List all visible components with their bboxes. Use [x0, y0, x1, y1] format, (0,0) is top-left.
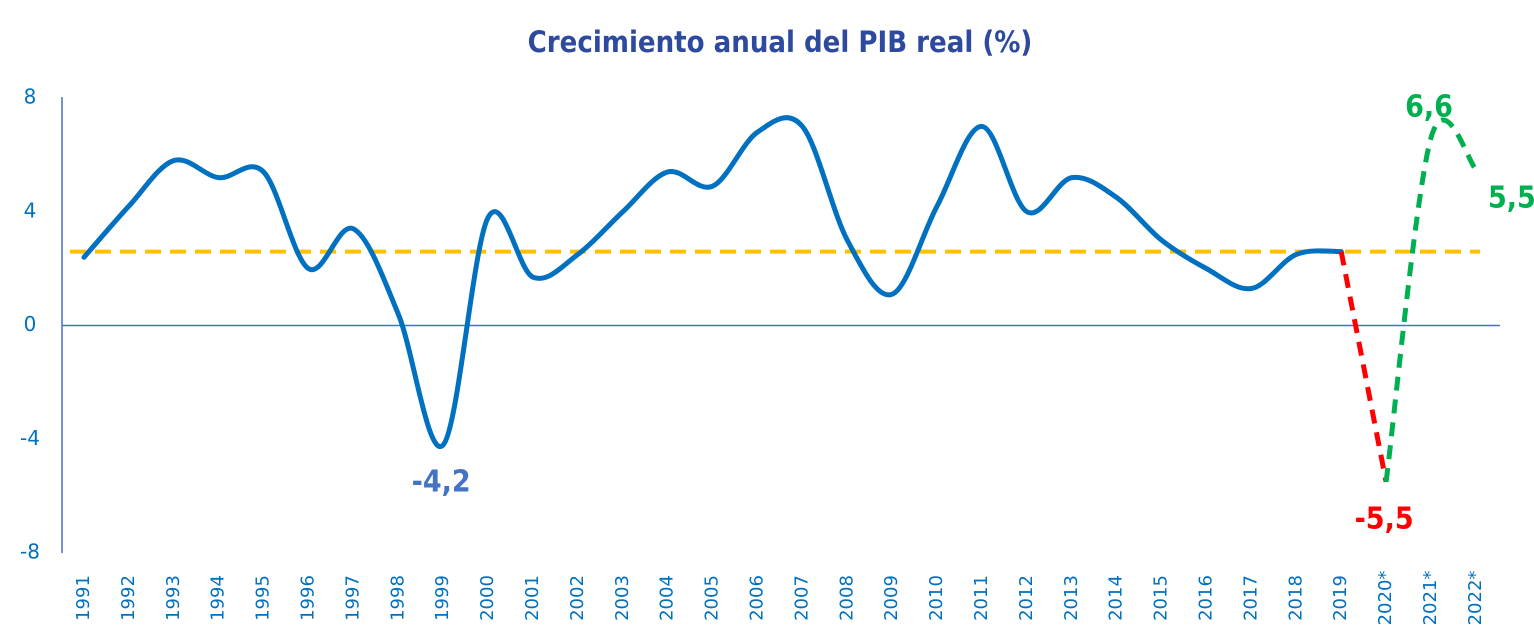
series-line [1383, 117, 1478, 483]
x-tick-label: 2022* [1465, 571, 1486, 626]
x-tick-label: 2007 [791, 575, 812, 621]
x-tick-label: 2012 [1016, 575, 1037, 621]
x-tick-label: 2014 [1106, 575, 1127, 621]
x-tick-label: 1996 [298, 575, 319, 621]
x-tick-label: 2002 [567, 575, 588, 621]
series-line [81, 115, 1344, 450]
x-tick-label: 1998 [387, 575, 408, 621]
x-tick-label: 2005 [702, 575, 723, 621]
x-tick-label: 1994 [208, 575, 229, 621]
series-line [1338, 251, 1389, 483]
x-tick-label: 1997 [342, 575, 363, 621]
data-label: -4,2 [412, 464, 471, 499]
x-tick-label: 2006 [747, 575, 768, 621]
x-tick-label: 2004 [657, 575, 678, 621]
data-label: -5,5 [1355, 501, 1414, 536]
data-label: 5,5 [1488, 181, 1534, 216]
x-tick-label: 2015 [1151, 575, 1172, 621]
y-tick-label: -4 [20, 426, 40, 450]
x-tick-label: 2000 [477, 575, 498, 621]
x-tick-label: 2001 [522, 575, 543, 621]
x-tick-label: 2018 [1285, 575, 1306, 621]
x-tick-label: 2013 [1061, 575, 1082, 621]
x-tick-label: 2020* [1375, 571, 1396, 626]
x-tick-label: 1999 [432, 575, 453, 621]
x-tick-label: 2021* [1420, 571, 1441, 626]
y-tick-label: -8 [20, 540, 40, 564]
chart-title: Crecimiento anual del PIB real (%) [528, 25, 1033, 59]
x-tick-label: 2017 [1240, 575, 1261, 621]
x-tick-label: 2010 [926, 575, 947, 621]
x-tick-label: 2016 [1196, 575, 1217, 621]
x-tick-label: 2019 [1330, 575, 1351, 621]
x-tick-label: 2011 [971, 575, 992, 621]
x-tick-label: 2008 [836, 575, 857, 621]
data-label: 6,6 [1405, 89, 1453, 124]
x-tick-label: 2009 [881, 575, 902, 621]
y-tick-label: 8 [24, 85, 37, 109]
x-tick-label: 1995 [253, 575, 274, 621]
y-tick-label: 0 [24, 312, 37, 336]
x-tick-label: 1992 [118, 575, 139, 621]
x-tick-label: 2003 [612, 575, 633, 621]
x-tick-label: 1993 [163, 575, 184, 621]
x-tick-label: 1991 [73, 575, 94, 621]
y-tick-label: 4 [24, 198, 37, 222]
